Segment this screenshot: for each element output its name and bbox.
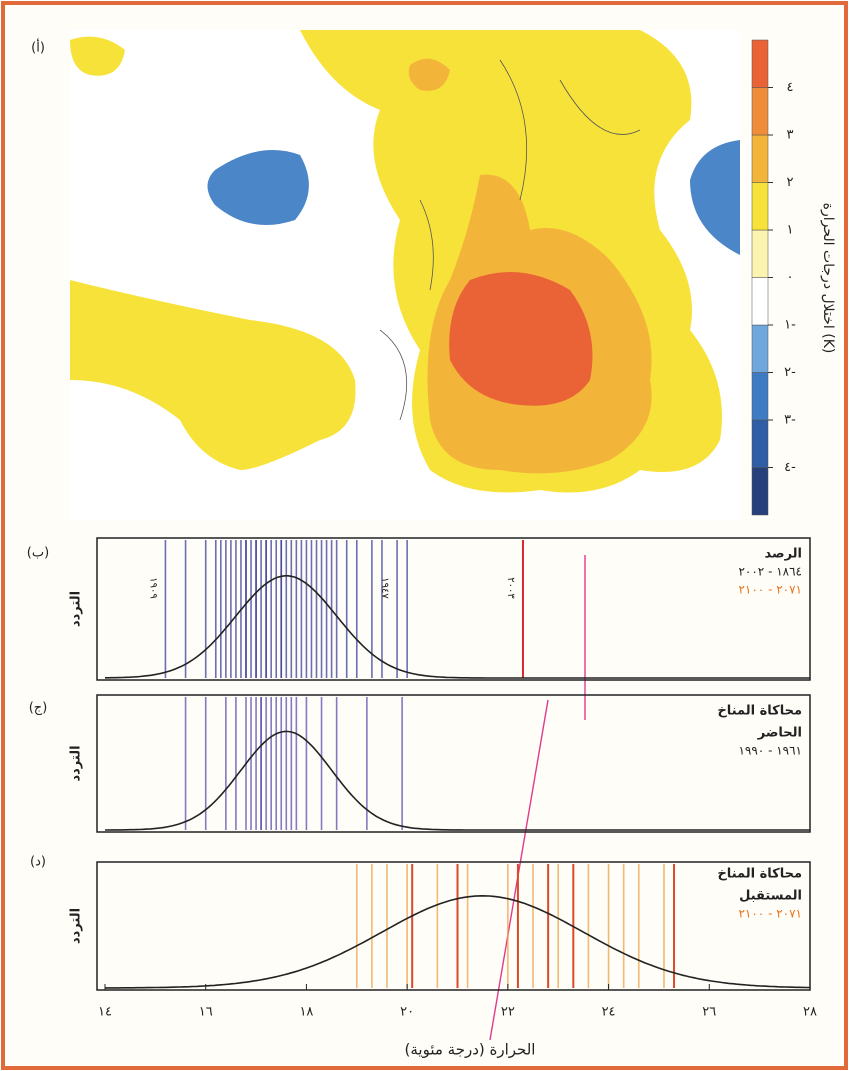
x-tick-label: ٢٦ [702,1005,716,1020]
colorbar-segment [752,420,768,468]
colorbar-tick-label: ٢ [787,175,794,190]
panel-label: (ب) [27,546,49,561]
x-tick-label: ٢٨ [803,1005,817,1020]
y-axis-label: التردد [69,591,84,627]
x-tick-label: ٢٢ [501,1005,515,1020]
panel-subtitle: ١٩٦١ - ١٩٩٠ [738,744,802,758]
x-tick-label: ٢٤ [602,1005,616,1020]
colorbar-segment [752,278,768,326]
colorbar-tick-label: ٣ [787,128,794,143]
panel-subtitle: ١٨٦٤ - ٢٠٠٢ [738,565,802,579]
y-axis-label: التردد [69,745,84,781]
map [70,30,740,520]
colorbar-segment [752,135,768,183]
annotation: ١٩٤٧ [379,577,390,599]
colorbar-tick-label: ١ [787,223,794,238]
panel-title: محاكاة المناخ [717,867,802,882]
panel-label: (أ) [31,39,45,56]
panel-subtitle: ٢٠٧١ - ٢١٠٠ [738,907,802,921]
x-tick-label: ١٤ [98,1005,112,1020]
annotation: ١٩٠٩ [147,577,158,598]
panel-subtitle: ٢٠٧١ - ٢١٠٠ [738,583,802,597]
colorbar-segment [752,373,768,421]
colorbar-label: اختلال درجات الحرارة (K) [820,203,836,354]
colorbar-tick-label: ٢- [784,365,796,380]
x-tick-label: ٢٠ [400,1005,414,1020]
colorbar-segment [752,325,768,373]
colorbar-tick-label: ٣- [784,413,796,428]
panel-title: الحاضر [757,726,802,741]
colorbar-segment [752,88,768,136]
x-tick-label: ١٦ [199,1005,213,1020]
y-axis-label: التردد [69,908,84,944]
map-region [449,272,592,406]
annotation: ٢٠٠٣ [505,577,516,599]
colorbar-tick-label: ٤- [784,460,796,475]
panel-title: الرصد [765,547,803,562]
panel-label: (ج) [29,701,48,716]
figure: ٤ ٣ ٢ ١ ٠ ١- ٢- ٣- ٤- اختلال درجات الحرارة (K) (أ)… [0,0,849,1071]
colorbar-segment [752,183,768,231]
x-axis-label: الحرارة (درجة مئوية) [405,1041,536,1059]
panel-title: المستقبل [739,889,802,904]
colorbar-tick-label: ٤ [787,80,794,95]
colorbar-segment [752,230,768,278]
panel-label: (د) [30,855,46,870]
panel-title: محاكاة المناخ [717,704,802,719]
x-tick-label: ١٨ [299,1005,313,1020]
colorbar-tick-label: ٠ [787,270,794,285]
colorbar-segment [752,468,768,516]
colorbar-segment [752,40,768,88]
colorbar-tick-label: ١- [784,318,796,333]
